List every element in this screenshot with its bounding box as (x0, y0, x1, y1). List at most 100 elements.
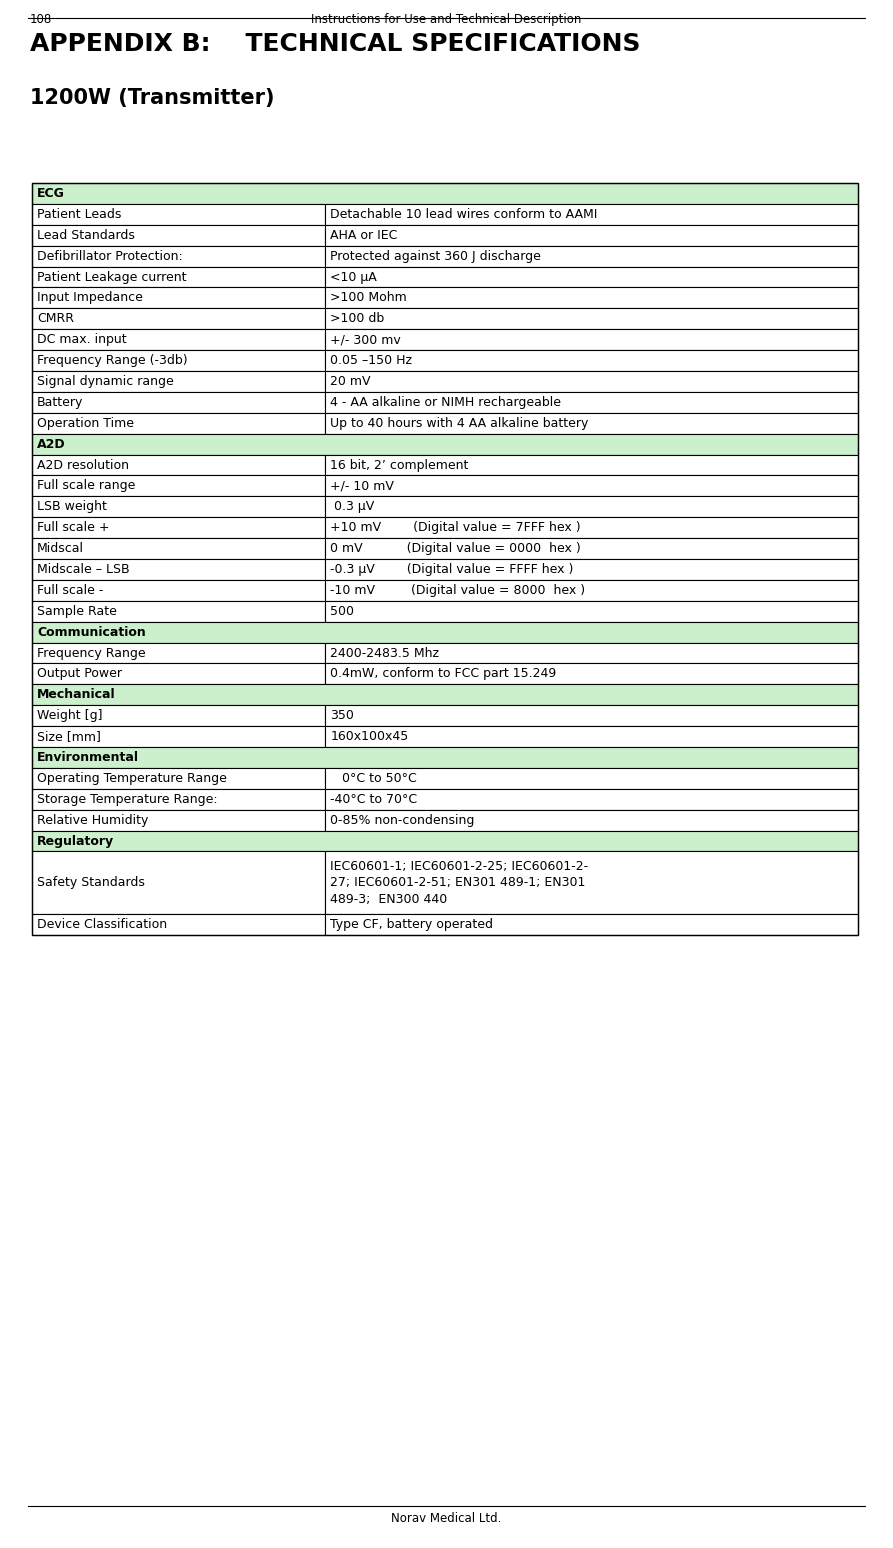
Text: APPENDIX B:    TECHNICAL SPECIFICATIONS: APPENDIX B: TECHNICAL SPECIFICATIONS (30, 33, 640, 56)
Text: Communication: Communication (37, 625, 146, 639)
Bar (325, 350, 858, 372)
Bar (32, 748, 858, 768)
Bar (32, 372, 325, 392)
Bar (32, 266, 325, 288)
Bar (32, 183, 858, 935)
Bar (325, 497, 858, 517)
Bar (325, 372, 858, 392)
Text: 2400-2483.5 Mhz: 2400-2483.5 Mhz (330, 647, 439, 659)
Text: A2D resolution: A2D resolution (37, 458, 129, 472)
Text: Size [mm]: Size [mm] (37, 731, 101, 743)
Bar (32, 246, 325, 266)
Text: LSB weight: LSB weight (37, 500, 107, 514)
Text: Weight [g]: Weight [g] (37, 709, 103, 723)
Bar (325, 455, 858, 475)
Bar (32, 810, 325, 831)
Text: 0.4mW, conform to FCC part 15.249: 0.4mW, conform to FCC part 15.249 (330, 667, 556, 681)
Bar (325, 642, 858, 664)
Bar (325, 601, 858, 622)
Text: 0.05 –150 Hz: 0.05 –150 Hz (330, 354, 413, 367)
Bar (32, 308, 325, 330)
Text: -10 mV         (Digital value = 8000  hex ): -10 mV (Digital value = 8000 hex ) (330, 584, 585, 598)
Text: 1200W (Transmitter): 1200W (Transmitter) (30, 88, 274, 108)
Text: 0.3 μV: 0.3 μV (330, 500, 374, 514)
Bar (325, 413, 858, 433)
Text: Relative Humidity: Relative Humidity (37, 814, 148, 827)
Bar (32, 768, 325, 789)
Bar (32, 642, 325, 664)
Text: 16 bit, 2’ complement: 16 bit, 2’ complement (330, 458, 469, 472)
Text: Frequency Range: Frequency Range (37, 647, 146, 659)
Bar (32, 915, 325, 935)
Bar (32, 851, 325, 915)
Text: Operation Time: Operation Time (37, 416, 134, 430)
Bar (32, 517, 325, 539)
Bar (32, 330, 325, 350)
Text: Patient Leakage current: Patient Leakage current (37, 271, 187, 283)
Bar (32, 204, 325, 224)
Text: Midscal: Midscal (37, 542, 84, 556)
Bar (325, 288, 858, 308)
Text: A2D: A2D (37, 438, 65, 450)
Bar (325, 475, 858, 497)
Text: Up to 40 hours with 4 AA alkaline battery: Up to 40 hours with 4 AA alkaline batter… (330, 416, 588, 430)
Text: Norav Medical Ltd.: Norav Medical Ltd. (391, 1512, 502, 1525)
Text: Patient Leads: Patient Leads (37, 207, 121, 221)
Text: 0°C to 50°C: 0°C to 50°C (330, 772, 417, 785)
Text: 0 mV           (Digital value = 0000  hex ): 0 mV (Digital value = 0000 hex ) (330, 542, 581, 556)
Text: Detachable 10 lead wires conform to AAMI: Detachable 10 lead wires conform to AAMI (330, 207, 597, 221)
Bar (32, 664, 325, 684)
Text: Full scale -: Full scale - (37, 584, 104, 598)
Text: Safety Standards: Safety Standards (37, 876, 145, 889)
Text: Input Impedance: Input Impedance (37, 291, 143, 305)
Text: 4 - AA alkaline or NIMH rechargeable: 4 - AA alkaline or NIMH rechargeable (330, 396, 561, 409)
Text: ECG: ECG (37, 187, 65, 200)
Text: Defibrillator Protection:: Defibrillator Protection: (37, 249, 183, 263)
Bar (325, 246, 858, 266)
Bar (32, 433, 858, 455)
Text: Battery: Battery (37, 396, 83, 409)
Bar (32, 455, 325, 475)
Text: Midscale – LSB: Midscale – LSB (37, 563, 129, 576)
Bar (32, 350, 325, 372)
Bar (325, 726, 858, 748)
Text: Lead Standards: Lead Standards (37, 229, 135, 241)
Bar (32, 726, 325, 748)
Bar (325, 559, 858, 580)
Bar (32, 475, 325, 497)
Text: Sample Rate: Sample Rate (37, 605, 117, 618)
Bar (32, 580, 325, 601)
Text: 500: 500 (330, 605, 355, 618)
Bar (32, 392, 325, 413)
Bar (325, 266, 858, 288)
Text: Regulatory: Regulatory (37, 834, 114, 847)
Text: 350: 350 (330, 709, 355, 723)
Text: -0.3 μV        (Digital value = FFFF hex ): -0.3 μV (Digital value = FFFF hex ) (330, 563, 573, 576)
Bar (32, 559, 325, 580)
Text: >100 Mohm: >100 Mohm (330, 291, 407, 305)
Text: Instructions for Use and Technical Description: Instructions for Use and Technical Descr… (312, 12, 581, 26)
Text: Type CF, battery operated: Type CF, battery operated (330, 918, 493, 930)
Text: 0-85% non-condensing: 0-85% non-condensing (330, 814, 474, 827)
Bar (325, 580, 858, 601)
Bar (325, 810, 858, 831)
Text: Frequency Range (-3db): Frequency Range (-3db) (37, 354, 188, 367)
Bar (325, 851, 858, 915)
Bar (325, 915, 858, 935)
Bar (32, 789, 325, 810)
Bar (32, 601, 325, 622)
Text: +/- 10 mV: +/- 10 mV (330, 480, 394, 492)
Bar (325, 664, 858, 684)
Text: <10 μA: <10 μA (330, 271, 377, 283)
Bar (32, 831, 858, 851)
Text: +10 mV        (Digital value = 7FFF hex ): +10 mV (Digital value = 7FFF hex ) (330, 522, 580, 534)
Bar (325, 330, 858, 350)
Bar (325, 204, 858, 224)
Text: +/- 300 mv: +/- 300 mv (330, 333, 401, 347)
Text: Operating Temperature Range: Operating Temperature Range (37, 772, 227, 785)
Bar (32, 706, 325, 726)
Bar (32, 622, 858, 642)
Text: Storage Temperature Range:: Storage Temperature Range: (37, 793, 218, 805)
Text: Mechanical: Mechanical (37, 689, 115, 701)
Text: 160x100x45: 160x100x45 (330, 731, 408, 743)
